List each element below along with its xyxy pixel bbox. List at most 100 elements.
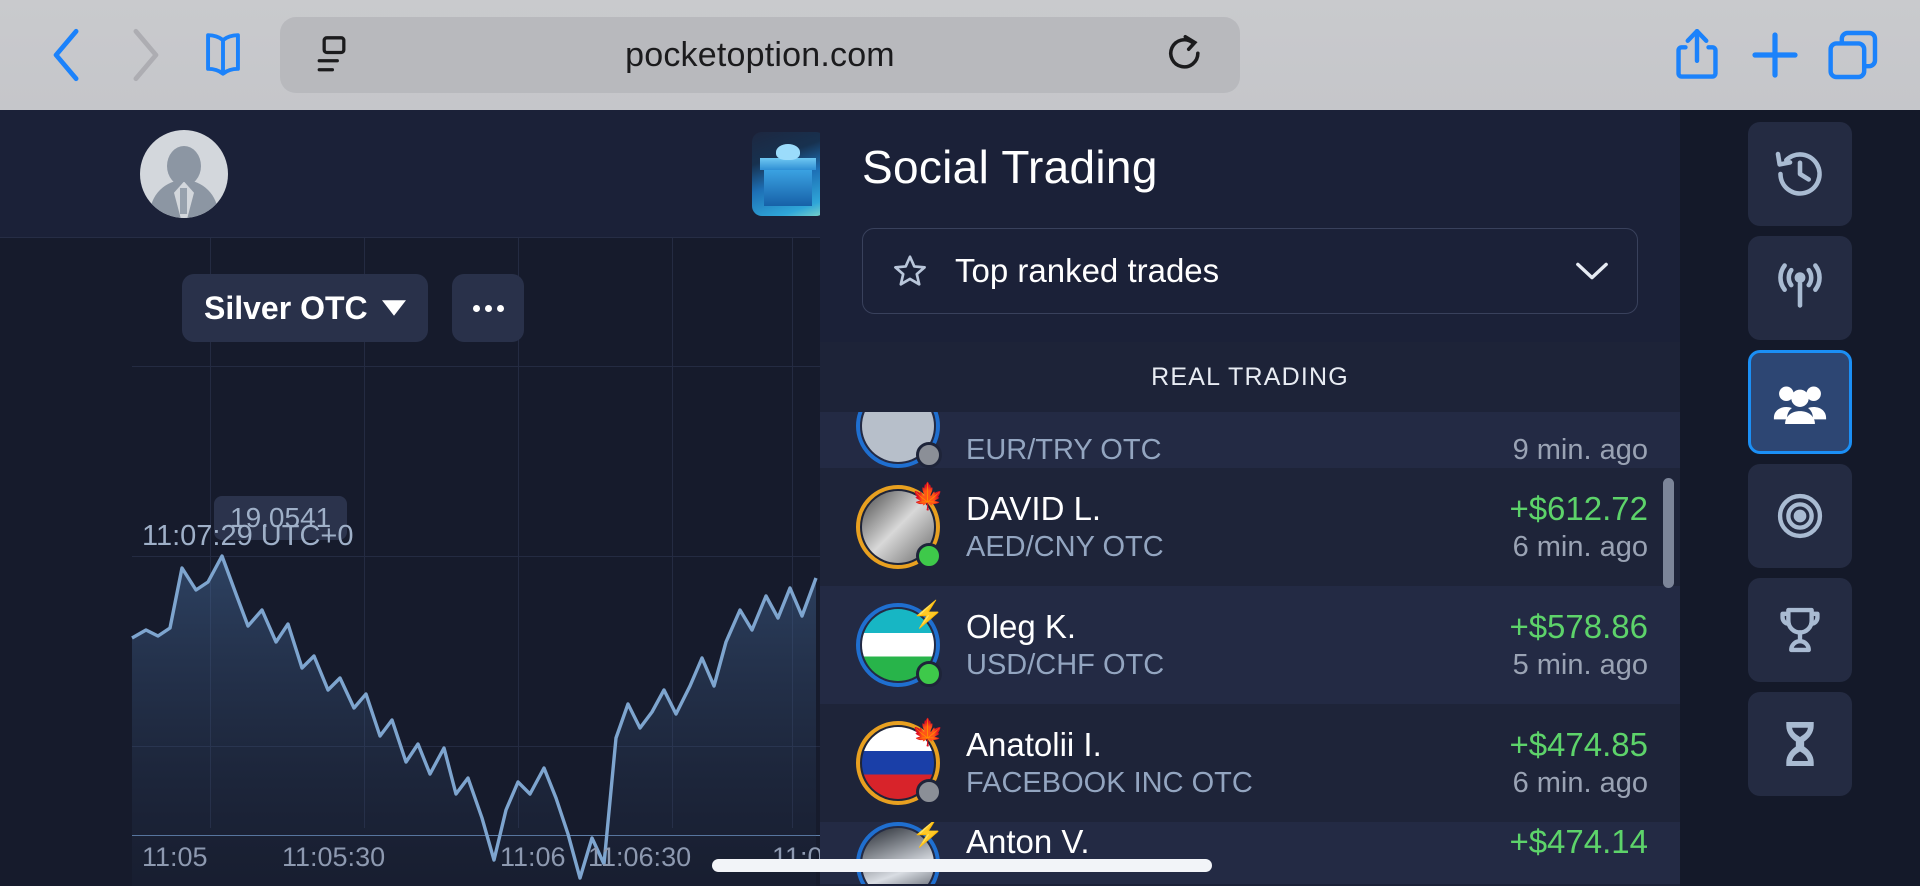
x-tick-0: 11:05 (142, 841, 208, 872)
chart-area[interactable]: Silver OTC 19.0541 11:07:29 UTC+0 19.051… (0, 238, 820, 886)
avatar-ring (856, 721, 940, 805)
share-button[interactable] (1658, 16, 1736, 94)
sidebar-item-tournaments[interactable] (1748, 578, 1852, 682)
plus-icon (1752, 32, 1798, 78)
trade-asset: EUR/TRY OTC (966, 433, 1162, 466)
trade-time: 5 min. ago (1512, 649, 1648, 681)
avatar-ring (856, 603, 940, 687)
table-row[interactable]: EUR/TRY OTC 9 min. ago (820, 412, 1680, 468)
chevron-left-icon (53, 28, 79, 82)
hover-time-label: 11:07:29 UTC+0 (142, 520, 354, 552)
reload-icon (1169, 34, 1200, 69)
trophy-icon (1780, 607, 1820, 653)
chevron-down-icon (1576, 262, 1608, 280)
filter-value: Top ranked trades (955, 252, 1220, 289)
avatar-ring (856, 822, 940, 884)
trader-name: Anton V. (966, 823, 1090, 860)
trade-meta: +$474.14 (1509, 822, 1648, 862)
history-clock-icon (1775, 151, 1822, 196)
sidebar-item-social-trading[interactable] (1748, 350, 1852, 454)
reload-button[interactable] (1158, 33, 1214, 77)
signals-antenna-icon (1778, 263, 1822, 308)
flag-badge-icon: ⚡ (911, 822, 944, 848)
back-button[interactable] (28, 16, 106, 94)
avatar-ring (856, 485, 940, 569)
x-tick-2: 11:06 (500, 841, 566, 872)
trade-info: Oleg K. USD/CHF OTC (966, 607, 1509, 684)
asset-name: Silver OTC (204, 289, 368, 326)
target-icon (1777, 493, 1823, 539)
table-row[interactable]: 🍁 Anatolii I. FACEBOOK INC OTC +$474.85 … (820, 704, 1680, 822)
trade-meta: +$612.72 6 min. ago (1509, 489, 1648, 566)
new-tab-button[interactable] (1736, 16, 1814, 94)
price-chart (131, 554, 818, 886)
chart-area-fill (132, 556, 816, 886)
reader-view-button[interactable] (306, 35, 362, 75)
trade-meta: 9 min. ago (1513, 432, 1648, 468)
table-row[interactable]: ⚡ Anton V. +$474.14 (820, 822, 1680, 884)
list-scrollbar[interactable] (1663, 478, 1674, 588)
avatar[interactable] (140, 129, 228, 218)
sidebar-item-targets[interactable] (1748, 464, 1852, 568)
avatar: ⚡ (856, 822, 944, 884)
chart-more-button[interactable] (452, 274, 524, 342)
status-dot (916, 661, 942, 687)
status-dot (916, 442, 942, 468)
sidebar-item-trade-history[interactable] (1748, 122, 1852, 226)
trade-amount: +$578.86 (1509, 607, 1648, 645)
trade-time: 6 min. ago (1512, 767, 1648, 799)
share-icon (1676, 28, 1718, 79)
x-tick-3: 11:06:30 (588, 841, 692, 872)
trades-filter-select[interactable]: Top ranked trades (862, 228, 1638, 314)
status-dot (916, 779, 942, 805)
sidebar-item-pending[interactable] (1748, 692, 1852, 796)
sidebar-item-signals[interactable] (1748, 236, 1852, 340)
social-people-icon (1773, 386, 1827, 424)
app-viewport: Silver OTC 19.0541 11:07:29 UTC+0 19.051… (0, 110, 1920, 886)
chart-pane[interactable]: Silver OTC 19.0541 11:07:29 UTC+0 19.051… (0, 110, 820, 886)
table-row[interactable]: 🍁 DAVID L. AED/CNY OTC +$612.72 6 min. a… (820, 468, 1680, 586)
trader-name: DAVID L. (966, 489, 1102, 527)
flag-badge-icon: 🍁 (911, 481, 944, 511)
avatar-image (862, 828, 934, 884)
gift-lid (760, 158, 816, 170)
section-header: REAL TRADING (820, 342, 1680, 412)
table-row[interactable]: ⚡ Oleg K. USD/CHF OTC +$578.86 5 min. ag… (820, 586, 1680, 704)
chart-x-axis: 11:05 11:05:30 11:06 11:06:30 11:07 (0, 828, 820, 886)
chart-gridlines (132, 238, 820, 828)
bookmarks-button[interactable] (184, 16, 262, 94)
trade-info: EUR/TRY OTC (966, 432, 1513, 468)
flag-badge-icon: 🍁 (911, 717, 944, 747)
horizontal-scrollbar[interactable] (712, 859, 1212, 872)
asset-selector[interactable]: Silver OTC (182, 274, 428, 342)
trade-list[interactable]: EUR/TRY OTC 9 min. ago 🍁 DAVID L. AED/CN… (820, 412, 1680, 886)
social-trading-panel: Social Trading Top ranked trades REAL TR… (820, 110, 1680, 886)
trade-meta: +$578.86 5 min. ago (1509, 607, 1648, 684)
avatar: ⚡ (856, 601, 944, 687)
book-icon (206, 33, 240, 76)
gift-icon[interactable] (752, 132, 820, 216)
avatar (856, 412, 942, 468)
gift-box (764, 166, 812, 206)
chevron-down-icon (381, 300, 406, 316)
chart-topbar (0, 110, 820, 238)
avatar: 🍁 (856, 483, 944, 569)
trader-name: Oleg K. (966, 607, 1077, 645)
flag-badge-icon: ⚡ (911, 599, 944, 629)
dot (484, 304, 492, 312)
tabs-icon (1828, 30, 1878, 80)
panel-header: Social Trading (820, 110, 1680, 194)
gift-bow (776, 144, 800, 160)
address-bar[interactable]: pocketoption.com (280, 17, 1240, 93)
hourglass-icon (1786, 721, 1814, 767)
trade-asset: USD/CHF OTC (966, 649, 1165, 681)
page-title: Social Trading (862, 141, 1158, 193)
tabs-button[interactable] (1814, 16, 1892, 94)
chevron-right-icon (133, 28, 159, 82)
status-dot (916, 543, 942, 569)
avatar-head (167, 145, 201, 186)
trade-time: 6 min. ago (1512, 531, 1648, 563)
forward-button[interactable] (106, 16, 184, 94)
avatar: 🍁 (856, 719, 944, 805)
chart-line (131, 554, 818, 880)
